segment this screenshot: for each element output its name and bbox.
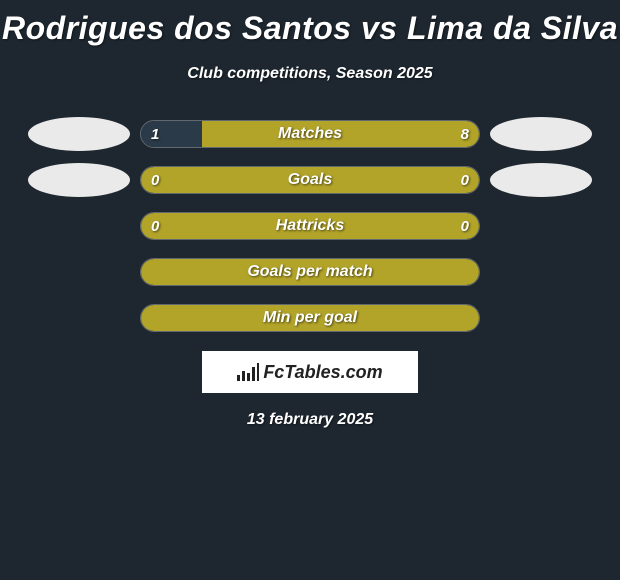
player-left-marker <box>28 117 130 151</box>
stat-row: 00Goals <box>0 157 620 203</box>
stat-row: Goals per match <box>0 249 620 295</box>
stat-label: Hattricks <box>141 213 479 239</box>
stat-bar: Goals per match <box>140 258 480 286</box>
stat-row: 18Matches <box>0 111 620 157</box>
snapshot-date: 13 february 2025 <box>0 411 620 429</box>
stat-label: Goals per match <box>141 259 479 285</box>
stat-bar: 00Hattricks <box>140 212 480 240</box>
branding-badge: FcTables.com <box>202 351 418 393</box>
stat-label: Goals <box>141 167 479 193</box>
stat-row: Min per goal <box>0 295 620 341</box>
stat-label: Matches <box>141 121 479 147</box>
stat-row: 00Hattricks <box>0 203 620 249</box>
player-left-marker <box>28 163 130 197</box>
stat-rows: 18Matches 00Goals 00Hattricks Goals per mat… <box>0 111 620 341</box>
comparison-subtitle: Club competitions, Season 2025 <box>0 65 620 83</box>
stat-bar: 18Matches <box>140 120 480 148</box>
branding-text: FcTables.com <box>263 362 382 383</box>
stat-bar: 00Goals <box>140 166 480 194</box>
player-right-marker <box>490 163 592 197</box>
stat-label: Min per goal <box>141 305 479 331</box>
chart-icon <box>237 363 259 381</box>
stat-bar: Min per goal <box>140 304 480 332</box>
player-right-marker <box>490 117 592 151</box>
comparison-title: Rodrigues dos Santos vs Lima da Silva <box>0 0 620 47</box>
